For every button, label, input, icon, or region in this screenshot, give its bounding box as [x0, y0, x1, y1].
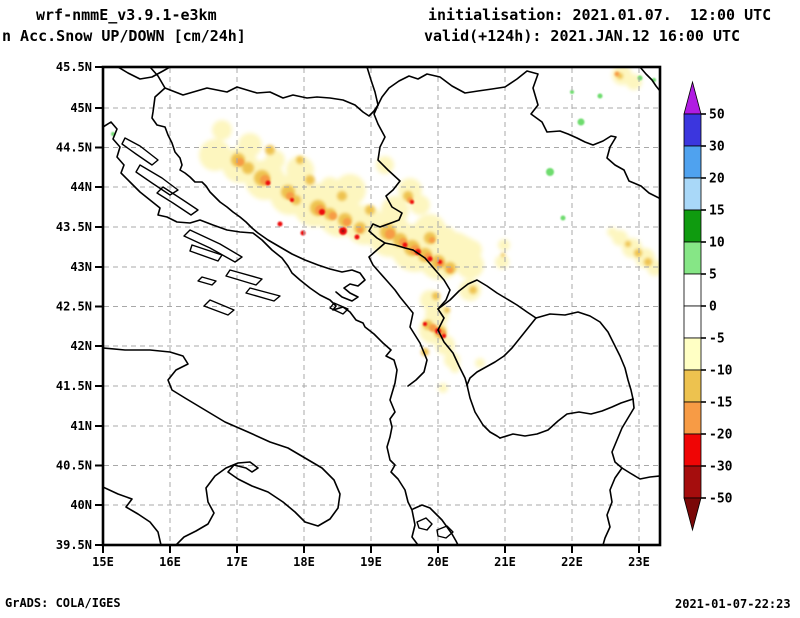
snow-level-red	[265, 180, 446, 338]
colorbar-segment	[683, 305, 702, 339]
lat-tick-label: 45N	[70, 101, 92, 115]
map-outlines	[104, 68, 659, 544]
coastline	[118, 68, 170, 80]
colorbar-segment	[683, 465, 702, 499]
country-border	[412, 249, 451, 310]
country-border	[366, 68, 379, 106]
coastline	[104, 347, 341, 544]
lat-tick-label: 41N	[70, 419, 92, 433]
lat-tick-label: 40N	[70, 498, 92, 512]
lon-tick-label: 21E	[494, 555, 516, 569]
colorbar-segment	[683, 369, 702, 403]
colorbar-label: -5	[709, 332, 725, 347]
colorbar-segment	[683, 113, 702, 147]
lon-tick-label: 23E	[628, 555, 650, 569]
island-outline	[245, 287, 281, 302]
country-border	[149, 68, 166, 89]
axes: 45.5N 45N 44.5N 44N 43.5N 43N 42.5N 42N 41.5N 41N…	[56, 60, 650, 569]
country-border	[437, 308, 468, 386]
island-outline	[203, 299, 235, 316]
island-outline	[197, 276, 217, 286]
island-outline	[121, 137, 159, 166]
colorbar-segment	[683, 145, 702, 179]
island-outline	[225, 269, 263, 286]
lon-tick-label: 19E	[360, 555, 382, 569]
colorbar-arrow-top	[683, 80, 702, 115]
country-border	[639, 68, 659, 92]
lat-tick-label: 44.5N	[56, 141, 92, 155]
colorbar-label: 10	[709, 236, 725, 251]
colorbar-label: -50	[709, 492, 733, 507]
lat-tick-label: 41.5N	[56, 379, 92, 393]
colorbar-label: 20	[709, 172, 725, 187]
colorbar-segment	[683, 337, 702, 371]
lon-tick-label: 18E	[293, 555, 315, 569]
colorbar-label: 0	[709, 300, 717, 315]
island-outline	[183, 229, 243, 263]
lon-tick-label: 17E	[226, 555, 248, 569]
country-border	[602, 467, 623, 544]
island-outline	[156, 186, 199, 216]
plot-valid-time: valid(+124h): 2021.JAN.12 16:00 UTC	[424, 27, 741, 45]
snow-level-pale	[199, 68, 659, 393]
country-border	[377, 70, 659, 199]
lat-tick-label: 42.5N	[56, 300, 92, 314]
lat-tick-label: 42N	[70, 339, 92, 353]
island-outline	[189, 244, 223, 262]
lat-tick-label: 44N	[70, 180, 92, 194]
island-outline	[416, 517, 433, 531]
lat-tick-label: 40.5N	[56, 459, 92, 473]
country-border	[437, 279, 537, 319]
colorbar-label: 30	[709, 140, 725, 155]
country-border	[466, 384, 501, 439]
colorbar-label: 5	[709, 268, 717, 283]
lat-tick-label: 43N	[70, 260, 92, 274]
island-outline	[329, 302, 349, 315]
colorbar-segment	[683, 209, 702, 243]
country-border	[499, 398, 634, 439]
coastline	[104, 486, 162, 544]
lat-tick-label: 39.5N	[56, 538, 92, 552]
island-outline	[436, 525, 454, 539]
country-border	[466, 317, 537, 386]
colorbar-label: -10	[709, 364, 733, 379]
island-outline	[135, 164, 179, 196]
colorbar-segment	[683, 433, 702, 467]
colorbar-segment	[683, 241, 702, 275]
colorbar-label: 15	[709, 204, 725, 219]
plot-timestamp: 2021-01-07-22:23	[675, 597, 791, 611]
colorbar-segment	[683, 273, 702, 307]
country-border	[611, 398, 659, 480]
lon-tick-label: 20E	[427, 555, 449, 569]
coastline	[104, 121, 419, 544]
snow-field	[111, 68, 659, 393]
plot-title-field: n Acc.Snow UP/DOWN [cm/24h]	[2, 27, 246, 45]
grads-credit: GrADS: COLA/IGES	[5, 596, 121, 610]
lon-tick-label: 15E	[92, 555, 114, 569]
colorbar-segment	[683, 177, 702, 211]
colorbar-label: -20	[709, 428, 733, 443]
colorbar-label: -15	[709, 396, 732, 411]
colorbar-label: 50	[709, 108, 725, 123]
plot-init-time: initialisation: 2021.01.07. 12:00 UTC	[428, 6, 772, 24]
latlon-grid	[104, 68, 659, 544]
lon-tick-label: 16E	[159, 555, 181, 569]
country-border	[412, 504, 459, 544]
country-border	[151, 87, 366, 302]
country-border	[368, 104, 414, 251]
colorbar-segment	[683, 401, 702, 435]
colorbar-label: -30	[709, 460, 733, 475]
lat-tick-label: 43.5N	[56, 220, 92, 234]
lon-tick-label: 22E	[561, 555, 583, 569]
country-border	[535, 311, 634, 400]
country-border	[368, 242, 428, 387]
country-border	[164, 86, 379, 117]
lat-tick-label: 45.5N	[56, 60, 92, 74]
plot-title-model: wrf-nmmE_v3.9.1-e3km	[36, 6, 217, 24]
colorbar-arrow-bottom	[683, 497, 702, 532]
